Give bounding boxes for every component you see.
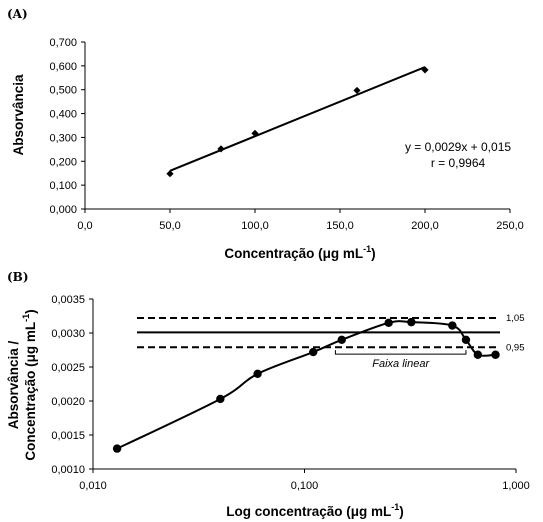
- panel-a-x-tick-label: 200,0: [411, 220, 439, 232]
- panel-a-y-tick-label: 0,700: [49, 37, 77, 49]
- panel-a-y-axis-title: Absorvância: [11, 74, 26, 156]
- panel-b-data-point: [473, 350, 483, 359]
- panel-b-xlabel: Log concentração (μg mL-1): [226, 502, 404, 519]
- panel-a-x-tick-label: 100,0: [241, 220, 269, 232]
- panel-b-limit-label: 0,95: [506, 342, 525, 353]
- panel-b-y-tick-label: 0,0015: [51, 430, 85, 442]
- panel-b-ylabel-line1: Absorvância /: [6, 340, 21, 429]
- panel-b-x-tick-label: 0,010: [79, 480, 107, 492]
- panel-a-y-tick-label: 0,300: [49, 132, 77, 144]
- panel-a-x-tick-label: 0,0: [77, 220, 92, 232]
- panel-b-data-point: [309, 347, 318, 357]
- panel-b-y-tick-label: 0,0035: [51, 294, 85, 306]
- panel-a-xlabel: Concentração (μg mL-1): [224, 244, 375, 261]
- panel-b-y-tick-label: 0,0030: [51, 328, 85, 340]
- panel-b-range-label: Faixa linear: [372, 358, 430, 370]
- panel-b-data-point: [491, 350, 500, 359]
- panel-a-y-tick-label: 0,400: [49, 109, 77, 121]
- panel-a-xlabel-main: Concentração (μg mL: [224, 246, 363, 261]
- panel-a-data-point: [353, 86, 361, 95]
- panel-b-data-point: [253, 369, 262, 378]
- panel-a-x-tick-label: 150,0: [326, 220, 354, 232]
- panel-b-ylabel-line2: Concentração (μg mL-1): [21, 309, 38, 460]
- panel-a-data-point: [217, 145, 225, 153]
- panel-b-xlabel-tail: ): [399, 504, 404, 519]
- panel-a-xlabel-sup: -1: [363, 244, 371, 254]
- panel-b-range-bracket: [334, 350, 467, 355]
- panel-b-data-point: [112, 444, 122, 453]
- panel-b-x-tick-label: 0,100: [291, 480, 319, 492]
- panel-a-label: (A): [7, 7, 28, 21]
- panel-b-data-point: [216, 394, 225, 404]
- panel-b-data-point: [448, 321, 457, 330]
- panel-a-x-tick-label: 50,0: [159, 220, 180, 232]
- panel-a-plot: 0,000 0,100 0,200 0,300 0,400 0,500 0,600 0,700…: [49, 37, 523, 232]
- panel-a-x-tick-label: 250,0: [496, 220, 524, 232]
- panel-b-data-point: [337, 335, 346, 344]
- panel-b-series-line: [116, 320, 496, 450]
- panel-b-data-point: [407, 317, 416, 327]
- panel-b-ylabel-sup: -1: [21, 314, 31, 322]
- panel-a-trendline: [169, 66, 426, 172]
- panel-a-y-tick-label: 0,000: [49, 204, 77, 216]
- panel-a-y-tick-label: 0,200: [49, 156, 77, 168]
- panel-a-equation: y = 0,0029x + 0,015: [405, 140, 511, 154]
- panel-b-plot: 0,0010 0,0015 0,0020 0,0025 0,0030 0,0035 0,01…: [51, 294, 529, 492]
- panel-b-y-axis-title: Absorvância / Concentração (μg mL-1): [6, 309, 38, 460]
- panel-b-data-point: [461, 335, 471, 344]
- panel-b-y-tick-label: 0,0020: [51, 396, 85, 408]
- panel-a-y-tick-label: 0,500: [49, 85, 77, 97]
- panel-b-y-tick-label: 0,0010: [51, 464, 85, 476]
- panel-a-correlation: r = 0,9964: [431, 156, 486, 170]
- panel-a-xlabel-tail: ): [371, 246, 376, 261]
- panel-a-y-tick-label: 0,600: [49, 61, 77, 73]
- panel-b-xlabel-sup: -1: [391, 502, 399, 512]
- panel-a-y-tick-label: 0,100: [49, 180, 77, 192]
- panel-b-ylabel-line2-main: Concentração (μg mL: [23, 322, 38, 461]
- panel-b-xlabel-main: Log concentração (μg mL: [226, 504, 391, 519]
- panel-b-limit-label: 1,05: [506, 313, 525, 324]
- panel-a-ylabel: Absorvância: [11, 74, 26, 156]
- panel-a-data-point: [421, 66, 429, 74]
- panel-b-x-tick-label: 1,000: [502, 480, 530, 492]
- panel-b-ylabel-tail: ): [23, 309, 38, 314]
- panel-b-y-tick-label: 0,0025: [51, 362, 85, 374]
- panel-a-data-point: [166, 170, 174, 178]
- panel-b-label: (B): [7, 270, 29, 284]
- panel-b-data-point: [384, 318, 393, 327]
- panel-a-data-point: [251, 129, 259, 137]
